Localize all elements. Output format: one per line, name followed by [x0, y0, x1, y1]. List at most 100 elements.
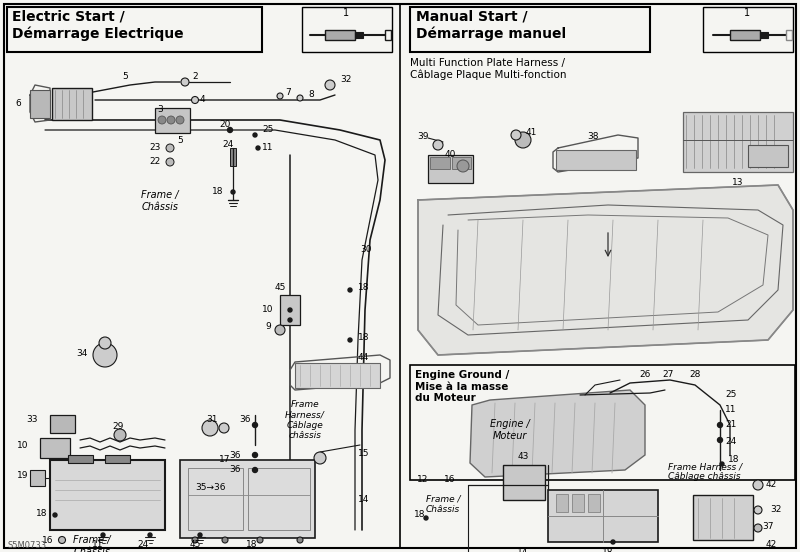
Ellipse shape	[166, 144, 174, 152]
Text: 18: 18	[358, 332, 370, 342]
Ellipse shape	[457, 160, 469, 172]
Ellipse shape	[101, 533, 105, 537]
Text: 36: 36	[239, 415, 250, 424]
Bar	[68, 455, 93, 463]
Ellipse shape	[198, 533, 202, 537]
Bar	[295, 363, 380, 388]
Ellipse shape	[158, 116, 166, 124]
Text: 15: 15	[358, 448, 370, 458]
Text: 38: 38	[587, 132, 598, 141]
Bar	[588, 494, 600, 512]
Text: 18: 18	[602, 548, 614, 552]
Text: 31: 31	[206, 415, 218, 424]
Text: 36: 36	[230, 450, 241, 459]
Bar	[50, 415, 75, 433]
Ellipse shape	[718, 422, 722, 427]
Ellipse shape	[219, 423, 229, 433]
Text: 29: 29	[112, 422, 124, 431]
Bar	[155, 108, 190, 133]
Text: 37: 37	[762, 522, 774, 531]
Text: 20: 20	[219, 120, 230, 129]
Text: 32: 32	[340, 75, 351, 84]
Ellipse shape	[256, 146, 260, 150]
Ellipse shape	[754, 524, 762, 532]
Ellipse shape	[114, 429, 126, 441]
Text: Engine /
Moteur: Engine / Moteur	[490, 419, 530, 441]
Ellipse shape	[277, 93, 283, 99]
Ellipse shape	[754, 506, 762, 514]
Bar	[188, 468, 243, 530]
Ellipse shape	[325, 80, 335, 90]
Ellipse shape	[288, 318, 292, 322]
Ellipse shape	[202, 420, 218, 436]
Text: Manual Start /
Démarrage manuel: Manual Start / Démarrage manuel	[416, 10, 566, 41]
Text: 39: 39	[418, 132, 429, 141]
Text: 45: 45	[274, 283, 286, 292]
Ellipse shape	[297, 537, 303, 543]
Text: 10: 10	[262, 305, 274, 314]
Text: 24: 24	[138, 540, 149, 549]
Bar	[452, 157, 471, 169]
Ellipse shape	[148, 533, 152, 537]
Ellipse shape	[348, 338, 352, 342]
Ellipse shape	[253, 453, 258, 458]
Text: 5: 5	[122, 72, 128, 81]
Bar	[302, 7, 392, 52]
Text: 18: 18	[36, 508, 48, 518]
Text: 19: 19	[17, 470, 28, 480]
Bar	[40, 438, 70, 458]
Bar	[280, 295, 300, 325]
Ellipse shape	[515, 132, 531, 148]
Text: Frame
Harness/
Câblage
châssis: Frame Harness/ Câblage châssis	[285, 400, 325, 440]
Bar	[410, 7, 650, 52]
Text: 11: 11	[725, 405, 737, 414]
Text: 1: 1	[744, 8, 750, 18]
Text: 24: 24	[725, 437, 736, 446]
Ellipse shape	[53, 513, 57, 517]
Bar	[30, 470, 45, 486]
Text: 7: 7	[285, 88, 290, 97]
Text: 36: 36	[230, 465, 241, 475]
Bar	[105, 455, 130, 463]
Ellipse shape	[257, 537, 263, 543]
Bar	[730, 30, 760, 40]
Text: Frame /
Châssis: Frame / Châssis	[142, 190, 178, 211]
Bar	[683, 112, 793, 172]
Ellipse shape	[166, 158, 174, 166]
Text: 26: 26	[639, 370, 650, 379]
Text: 42: 42	[766, 480, 778, 489]
Text: 6: 6	[15, 99, 21, 109]
Text: 14: 14	[358, 496, 370, 505]
Text: 3: 3	[157, 105, 163, 114]
Ellipse shape	[720, 462, 724, 466]
Bar	[556, 150, 636, 170]
Text: 28: 28	[690, 370, 701, 379]
Ellipse shape	[181, 78, 189, 86]
Bar	[50, 460, 165, 530]
Bar	[693, 495, 753, 540]
Ellipse shape	[93, 343, 117, 367]
Ellipse shape	[227, 128, 233, 132]
Ellipse shape	[253, 468, 258, 473]
Ellipse shape	[253, 422, 258, 427]
Text: 13: 13	[732, 178, 744, 187]
Text: 24: 24	[222, 140, 234, 149]
Ellipse shape	[753, 480, 763, 490]
Text: 10: 10	[17, 440, 28, 449]
Text: Frame /
Châssis: Frame / Châssis	[426, 495, 461, 514]
Ellipse shape	[275, 325, 285, 335]
Text: 30: 30	[360, 245, 371, 254]
Text: 14: 14	[518, 548, 529, 552]
Text: 5: 5	[177, 136, 183, 145]
Bar	[430, 157, 450, 169]
Bar	[180, 460, 315, 538]
Text: Engine Ground /
Mise à la masse
du Moteur: Engine Ground / Mise à la masse du Moteu…	[415, 370, 510, 403]
Text: 34: 34	[77, 348, 88, 358]
Text: 11: 11	[92, 540, 104, 549]
Bar	[786, 30, 792, 40]
Polygon shape	[418, 185, 793, 355]
Polygon shape	[470, 390, 645, 477]
Text: 9: 9	[265, 322, 271, 331]
Text: 8: 8	[308, 90, 314, 99]
Text: 42: 42	[766, 540, 778, 549]
